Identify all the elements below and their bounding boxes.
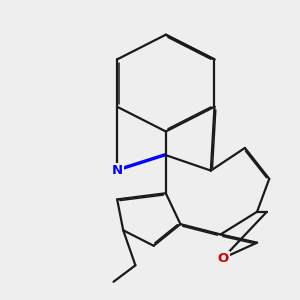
Text: N: N [112, 164, 123, 177]
Text: O: O [218, 252, 229, 265]
